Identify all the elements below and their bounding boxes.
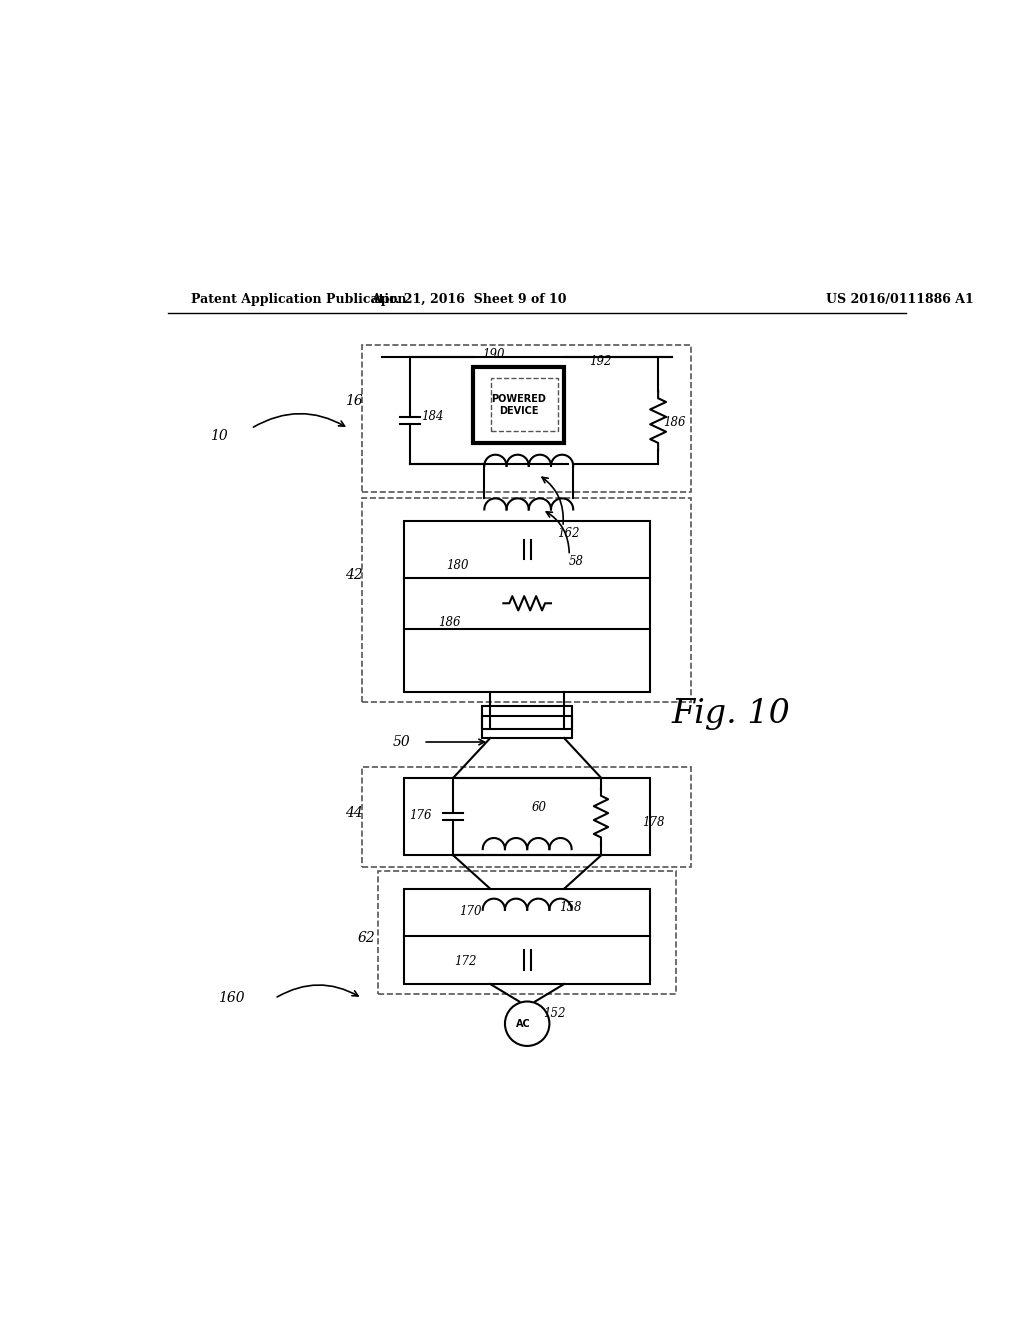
Text: 42: 42 [345,569,364,582]
Text: 50: 50 [393,735,411,748]
Text: 172: 172 [454,956,476,969]
Text: 190: 190 [482,348,504,362]
Bar [404,777,650,855]
Text: 170: 170 [460,904,482,917]
Text: Apr. 21, 2016  Sheet 9 of 10: Apr. 21, 2016 Sheet 9 of 10 [372,293,567,306]
Text: 158: 158 [559,900,582,913]
Text: 180: 180 [446,558,469,572]
Text: 186: 186 [438,616,461,630]
Bar [404,888,650,983]
Text: 192: 192 [589,355,611,367]
Bar [378,871,676,994]
Text: 184: 184 [421,411,443,424]
Bar [362,346,691,492]
Text: 162: 162 [557,527,580,540]
Text: 160: 160 [218,991,245,1006]
Text: 58: 58 [569,554,584,568]
Text: 60: 60 [531,801,547,814]
Text: AC: AC [516,1019,530,1028]
Text: 176: 176 [409,809,431,822]
Bar [482,706,572,729]
Text: 16: 16 [345,393,364,408]
Bar [482,715,572,738]
Text: 62: 62 [357,931,375,945]
Text: 152: 152 [543,1007,565,1020]
Bar [473,367,564,442]
Bar [362,767,691,867]
Text: 178: 178 [642,817,665,829]
Bar [404,521,650,692]
Text: Fig. 10: Fig. 10 [672,698,791,730]
Bar [490,378,558,430]
Bar [362,498,691,702]
Text: 10: 10 [210,429,228,444]
Text: US 2016/0111886 A1: US 2016/0111886 A1 [826,293,974,306]
Text: 44: 44 [345,807,364,821]
Text: 186: 186 [663,416,685,429]
Text: POWERED
DEVICE: POWERED DEVICE [492,395,546,416]
Text: Patent Application Publication: Patent Application Publication [191,293,407,306]
